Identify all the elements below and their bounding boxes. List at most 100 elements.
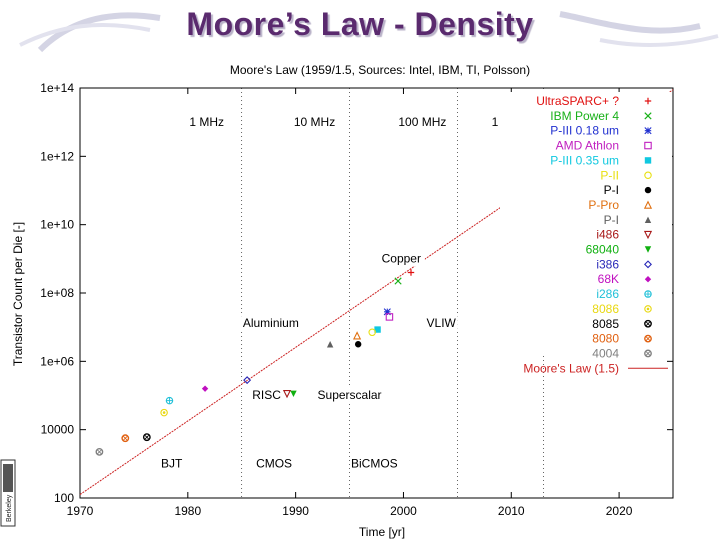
data-point [290,390,297,397]
legend-marker [644,127,652,135]
legend-marker [644,141,652,150]
x-tick-label: 1980 [174,504,201,518]
legend-label: UltraSPARC+ ? [536,94,619,108]
legend-label: 68K [598,272,619,286]
legend-marker [644,319,652,328]
legend-marker-inner [645,336,651,341]
annotation-label: BJT [161,456,183,470]
legend-marker [644,112,652,120]
logo-text: Berkeley [6,494,13,522]
data-point-inner [123,436,128,441]
legend-marker-inner [644,290,652,298]
annotation-label: RISC [252,388,281,402]
legend-marker-inner [645,351,651,356]
annotation-background [307,387,392,403]
legend-label: i486 [596,228,619,242]
data-point [142,433,151,442]
legend-marker [644,216,652,223]
legend-marker [644,157,652,164]
annotation-background [377,251,425,267]
annotation-label: CMOS [256,456,292,470]
legend-label: i286 [596,287,619,301]
x-tick-label: 2010 [498,504,525,518]
x-tick-label: 1970 [67,504,94,518]
y-axis-label: Transistor Count per Die [-] [11,222,25,366]
annotation-label: Superscalar [318,388,382,402]
y-tick-label: 1e+12 [40,149,74,163]
legend-marker [643,230,653,240]
annotation-background [257,456,291,472]
x-tick-label: 2000 [390,504,417,518]
legend-label: P-Pro [588,198,619,212]
legend-marker [644,246,652,253]
data-point [121,434,130,443]
data-point [326,341,334,348]
university-logo: Berkeley [0,459,16,527]
clock-label: 100 MHz [398,115,446,129]
legend-marker [644,349,652,358]
annotation-label: VLIW [427,316,457,330]
legend-label: 4004 [592,346,619,360]
annotation-background [424,316,458,332]
legend-label: P-I [604,183,619,197]
data-point [374,326,381,333]
legend-marker [644,305,652,313]
y-tick-label: 1e+08 [40,286,74,300]
legend-label: 8080 [592,332,619,346]
data-point [394,277,402,285]
data-point [160,408,168,417]
legend-marker-inner [645,321,651,326]
clock-label: 1 MHz [189,115,224,129]
annotation-background [158,456,185,472]
data-point-inner [144,435,149,440]
legend-label: AMD Athlon [556,139,619,153]
data-point [243,376,252,385]
legend-marker-inner [646,307,650,311]
x-axis-ticks: 1970 1980 1990 2000 2010 2020 [67,88,633,518]
annotation-background [250,387,283,403]
y-tick-label: 10000 [41,423,75,437]
legend: UltraSPARC+ ?IBM Power 4P-III 0.18 umAMD… [523,94,668,375]
processor-data-points [95,269,415,456]
annotation-label: Aluminium [243,316,299,330]
x-tick-label: 1990 [282,504,309,518]
y-tick-label: 1e+14 [40,81,74,95]
legend-marker [643,200,653,209]
y-tick-label: 1e+10 [40,218,74,232]
data-point [383,308,391,316]
legend-label: 8085 [592,317,619,331]
x-axis-label: Time [yr] [359,525,405,539]
legend-label-trend: Moore's Law (1.5) [523,361,619,375]
chart-title: Moore's Law (1959/1.5, Sources: Intel, I… [230,63,530,77]
data-point-inner [162,411,166,414]
legend-label: P-II [600,168,619,182]
annotation-label: Copper [382,251,421,265]
annotation-label: BiCMOS [351,456,398,470]
annotation-background [236,316,306,332]
legend-marker [644,276,652,283]
legend-marker [644,334,652,343]
data-point [354,341,362,348]
legend-background [500,92,672,354]
legend-label: P-III 0.18 um [550,124,619,138]
y-tick-label: 100 [54,491,74,505]
data-point [201,385,209,392]
legend-marker [644,97,652,105]
era-annotations: Copper Aluminium VLIW RISC Superscalar BJT CMO… [158,251,458,472]
data-point [368,328,376,337]
legend-label: 8086 [592,302,619,316]
y-axis-ticks: 100 10000 1e+06 1e+08 1e+10 1e+12 1e+14 [40,81,673,505]
legend-label: i386 [596,257,619,271]
data-point-inner [97,449,102,454]
slide-title: Moore’s Law - Density [186,6,534,42]
legend-marker [644,171,652,180]
data-point [385,313,394,321]
legend-marker [644,260,652,269]
legend-label: P-I [604,213,619,227]
data-point [353,331,362,340]
legend-marker [644,186,652,194]
x-tick-label: 2020 [606,504,633,518]
legend-label: IBM Power 4 [550,109,619,123]
